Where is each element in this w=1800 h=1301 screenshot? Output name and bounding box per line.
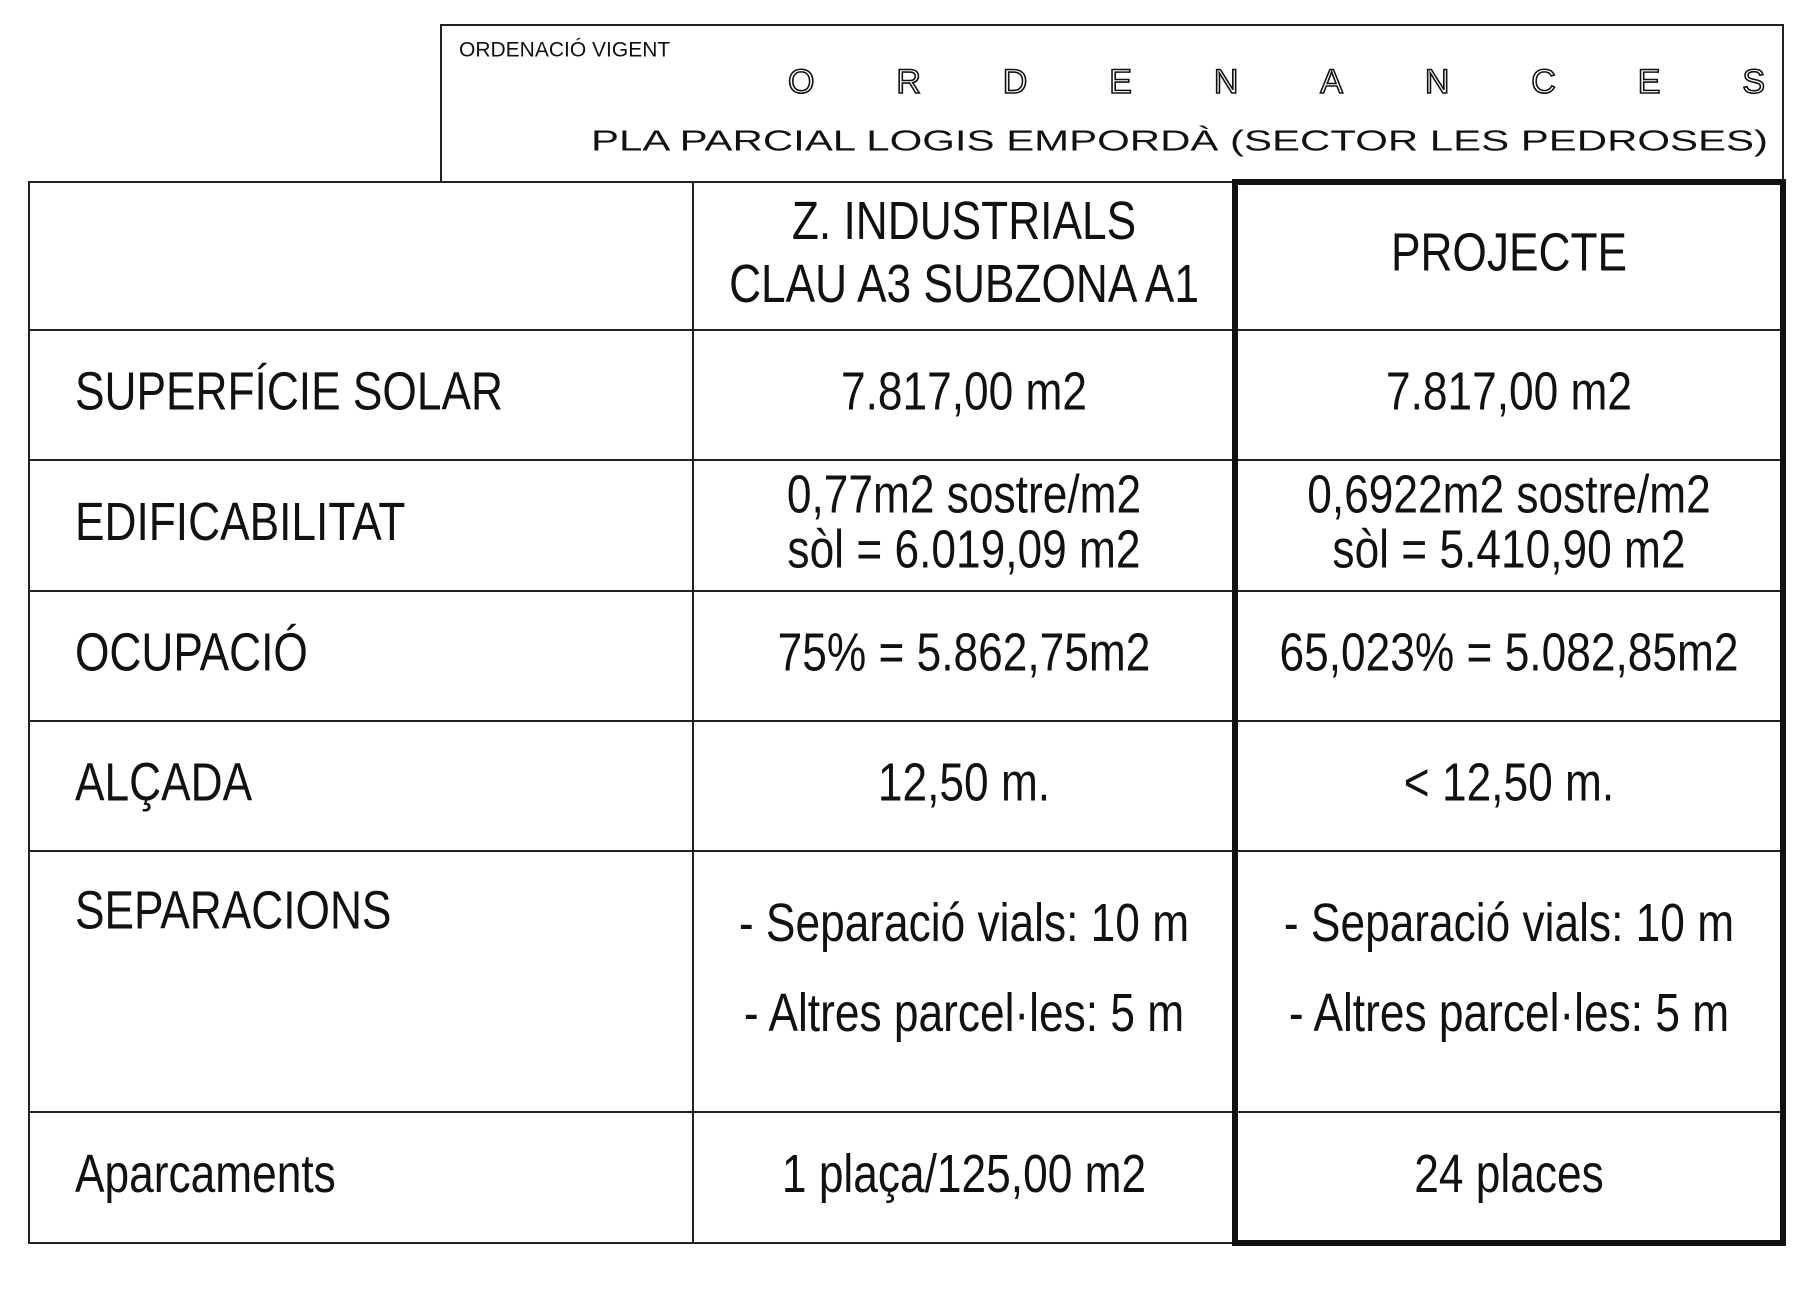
- cell-value: - Separació vials: 10 m: [1284, 893, 1734, 953]
- row-label: OCUPACIÓ: [75, 622, 308, 682]
- cell-value: 12,50 m.: [878, 752, 1050, 812]
- header-label: ORDENACIÓ VIGENT: [459, 39, 670, 62]
- column-header: CLAU A3 SUBZONA A1: [729, 254, 1199, 314]
- cell-value: 24 places: [1414, 1144, 1603, 1204]
- cell-value: - Altres parcel·les: 5 m: [1289, 983, 1729, 1043]
- cell-value: - Altres parcel·les: 5 m: [744, 983, 1184, 1043]
- row-label: EDIFICABILITAT: [75, 492, 405, 552]
- cell-value: 65,023% = 5.082,85m2: [1280, 622, 1739, 682]
- header-title: ORDENANCES: [788, 63, 1765, 101]
- cell-value: - Separació vials: 10 m: [739, 893, 1189, 953]
- cell-value: 7.817,00 m2: [841, 361, 1087, 421]
- column-header: Z. INDUSTRIALS: [792, 191, 1136, 251]
- column-header: PROJECTE: [1391, 222, 1627, 282]
- row-label: Aparcaments: [75, 1144, 336, 1204]
- cell-value: sòl = 5.410,90 m2: [1332, 519, 1685, 579]
- row-label: SUPERFÍCIE SOLAR: [75, 361, 503, 421]
- cell-value: 1 plaça/125,00 m2: [782, 1144, 1146, 1204]
- cell-value: sòl = 6.019,09 m2: [787, 519, 1140, 579]
- cell-value: < 12,50 m.: [1404, 752, 1614, 812]
- row-label: ALÇADA: [75, 752, 252, 812]
- table-grid: [28, 181, 1784, 1244]
- header-subtitle: PLA PARCIAL LOGIS EMPORDÀ (SECTOR LES PE…: [591, 125, 1768, 158]
- row-label: SEPARACIONS: [75, 880, 391, 940]
- cell-value: 75% = 5.862,75m2: [778, 622, 1151, 682]
- project-column-frame: [1232, 179, 1786, 1246]
- cell-value: 0,77m2 sostre/m2: [787, 464, 1141, 524]
- cell-value: 0,6922m2 sostre/m2: [1307, 464, 1710, 524]
- cell-value: 7.817,00 m2: [1386, 361, 1632, 421]
